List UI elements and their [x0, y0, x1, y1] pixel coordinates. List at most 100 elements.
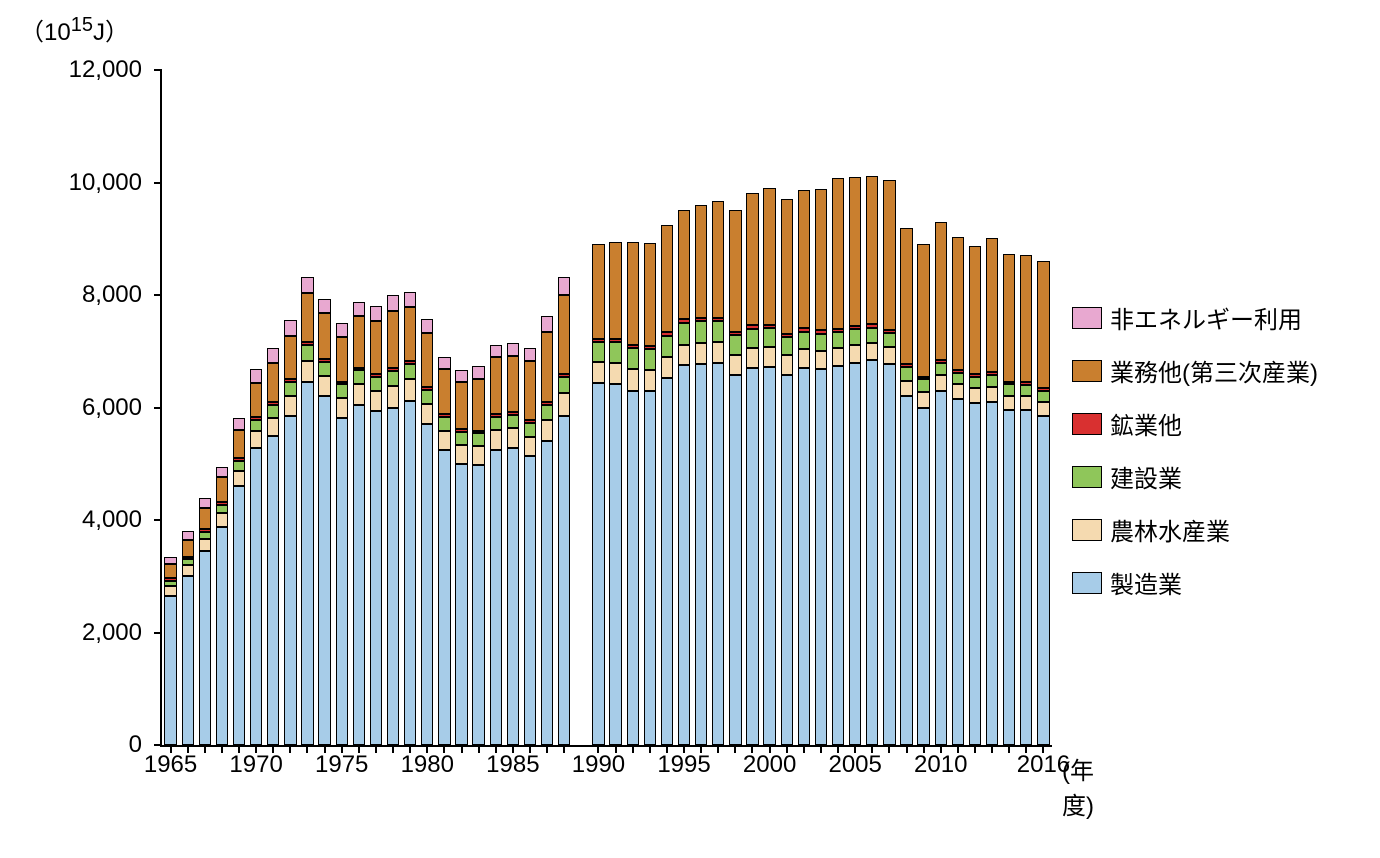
bar-column	[815, 189, 827, 745]
bar-segment-agri_forest_fish	[182, 565, 194, 576]
x-tick-label: 2010	[914, 751, 967, 779]
bar-column	[952, 237, 964, 746]
bar-column	[644, 243, 656, 745]
bar-segment-manufacturing	[763, 367, 775, 745]
bar-segment-services	[318, 313, 330, 359]
bar-segment-agri_forest_fish	[627, 369, 639, 390]
bar-column	[746, 193, 758, 745]
bar-segment-agri_forest_fish	[438, 431, 450, 450]
bar-segment-construction	[866, 328, 878, 343]
bar-segment-services	[387, 311, 399, 368]
bar-segment-construction	[729, 335, 741, 355]
bar-segment-mining_other	[746, 325, 758, 328]
bar-segment-construction	[284, 382, 296, 396]
bar-segment-mining_other	[370, 374, 382, 377]
x-tick-mark	[991, 745, 993, 753]
bar-column	[455, 370, 467, 745]
bar-segment-construction	[763, 328, 775, 347]
bar-segment-services	[969, 246, 981, 374]
bar-segment-manufacturing	[986, 402, 998, 745]
bar-column	[935, 222, 947, 745]
bar-segment-services	[883, 180, 895, 330]
bar-segment-agri_forest_fish	[524, 437, 536, 457]
x-tick-mark	[546, 745, 548, 753]
bar-segment-construction	[815, 334, 827, 351]
bar-segment-manufacturing	[301, 382, 313, 745]
bar-column	[541, 316, 553, 745]
bar-segment-manufacturing	[507, 448, 519, 745]
bar-segment-mining_other	[404, 361, 416, 364]
bar-segment-non_energy_use	[233, 418, 245, 430]
bar-segment-mining_other	[421, 387, 433, 390]
bar-segment-construction	[746, 329, 758, 348]
legend-item-mining_other: 鉱業他	[1072, 406, 1318, 441]
bar-segment-manufacturing	[336, 418, 348, 745]
x-tick-mark	[888, 745, 890, 753]
legend-label: 製造業	[1110, 565, 1182, 600]
bar-segment-manufacturing	[524, 456, 536, 745]
bar-segment-manufacturing	[866, 360, 878, 745]
bar-segment-manufacturing	[267, 436, 279, 745]
bar-segment-mining_other	[455, 429, 467, 432]
bar-segment-agri_forest_fish	[233, 471, 245, 487]
bar-segment-manufacturing	[472, 465, 484, 745]
legend-swatch	[1072, 572, 1102, 594]
bar-segment-construction	[883, 333, 895, 347]
bar-segment-mining_other	[164, 578, 176, 581]
bar-segment-agri_forest_fish	[164, 586, 176, 596]
bar-segment-manufacturing	[729, 375, 741, 745]
x-tick-mark	[375, 745, 377, 753]
bar-column	[199, 498, 211, 745]
x-tick-label: 2005	[828, 751, 881, 779]
bar-segment-agri_forest_fish	[712, 342, 724, 363]
bar-segment-construction	[164, 581, 176, 586]
bar-segment-mining_other	[250, 417, 262, 420]
bar-column	[609, 242, 621, 745]
bar-segment-manufacturing	[900, 396, 912, 745]
bar-column	[318, 299, 330, 745]
bar-column	[627, 242, 639, 745]
legend-item-agri_forest_fish: 農林水産業	[1072, 512, 1318, 547]
bar-column	[438, 357, 450, 745]
bar-segment-construction	[678, 323, 690, 345]
x-axis-unit-label: (年度)	[1062, 751, 1094, 821]
bar-segment-agri_forest_fish	[558, 393, 570, 416]
bar-column	[866, 176, 878, 745]
x-tick-mark	[632, 745, 634, 753]
bar-segment-construction	[455, 432, 467, 445]
bar-column	[387, 295, 399, 745]
bar-segment-mining_other	[661, 332, 673, 335]
bar-segment-mining_other	[883, 330, 895, 333]
bar-segment-non_energy_use	[541, 316, 553, 332]
bar-segment-agri_forest_fish	[507, 428, 519, 448]
bar-segment-construction	[421, 390, 433, 405]
bar-segment-agri_forest_fish	[199, 539, 211, 551]
bar-segment-mining_other	[318, 359, 330, 362]
bar-segment-services	[455, 382, 467, 430]
bar-segment-mining_other	[1003, 382, 1015, 385]
bar-segment-mining_other	[216, 502, 228, 505]
legend: 非エネルギー利用業務他(第三次産業)鉱業他建設業農林水産業製造業	[1072, 300, 1318, 618]
bar-segment-services	[1003, 254, 1015, 382]
bar-segment-construction	[986, 375, 998, 387]
bar-segment-mining_other	[900, 364, 912, 367]
bar-segment-services	[353, 316, 365, 367]
bar-column	[421, 319, 433, 745]
bar-segment-construction	[627, 348, 639, 369]
bar-segment-construction	[216, 505, 228, 513]
bar-segment-services	[233, 430, 245, 458]
bar-segment-mining_other	[729, 332, 741, 335]
bar-segment-services	[507, 356, 519, 412]
bar-segment-construction	[661, 336, 673, 357]
bar-segment-services	[627, 242, 639, 345]
bar-segment-mining_other	[815, 330, 827, 333]
y-tick-label: 0	[129, 731, 142, 759]
plot-area: 02,0004,0006,0008,00010,00012,0001965197…	[160, 70, 1052, 747]
bar-column	[832, 178, 844, 745]
bar-segment-services	[592, 244, 604, 339]
bar-segment-agri_forest_fish	[404, 379, 416, 400]
bar-segment-manufacturing	[1003, 410, 1015, 745]
bar-segment-construction	[1020, 385, 1032, 396]
bar-segment-manufacturing	[695, 364, 707, 745]
x-tick-mark	[221, 745, 223, 753]
